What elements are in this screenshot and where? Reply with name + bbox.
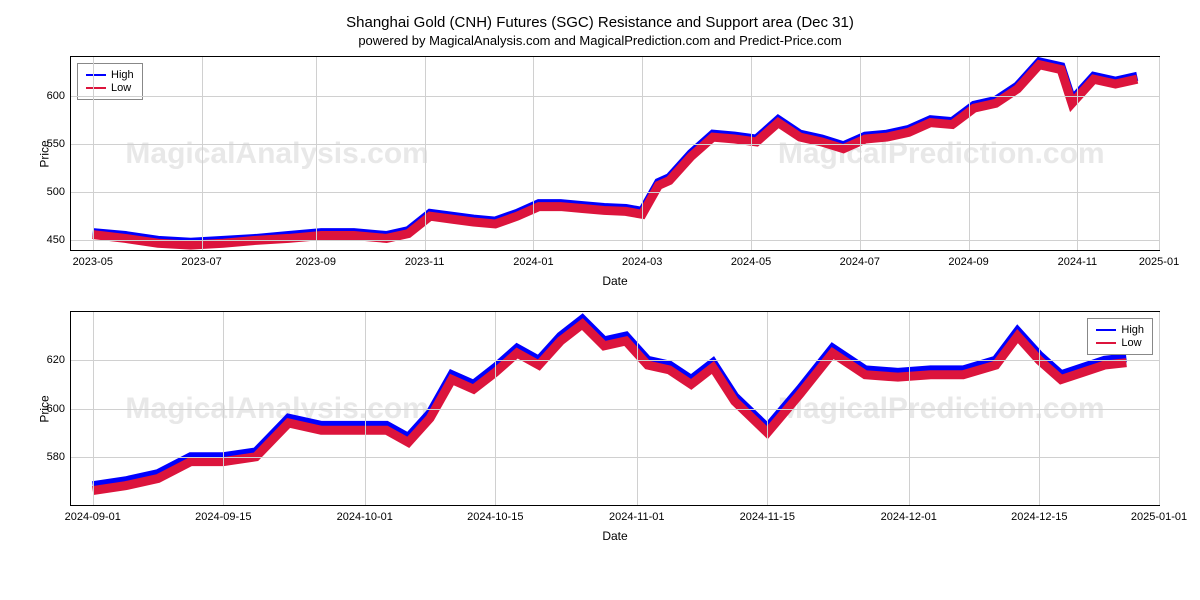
gridline-v: [1077, 57, 1078, 250]
y-tick-label: 550: [47, 138, 71, 150]
legend-bottom: HighLow: [1087, 318, 1153, 355]
gridline-v: [316, 57, 317, 250]
gridline-h: [71, 409, 1159, 410]
legend-label: High: [111, 69, 134, 81]
legend-item: Low: [1096, 337, 1144, 349]
gridline-h: [71, 360, 1159, 361]
chart-container: Shanghai Gold (CNH) Futures (SGC) Resist…: [0, 0, 1200, 600]
y-tick-label: 600: [47, 90, 71, 102]
legend-top: HighLow: [77, 63, 143, 100]
x-tick-label: 2023-11: [405, 250, 445, 268]
x-axis-label: Date: [602, 274, 627, 288]
gridline-v: [767, 312, 768, 505]
gridline-v: [637, 312, 638, 505]
x-tick-label: 2024-03: [622, 250, 662, 268]
gridline-v: [969, 57, 970, 250]
x-tick-label: 2023-09: [296, 250, 336, 268]
gridline-v: [93, 312, 94, 505]
x-tick-label: 2024-01: [513, 250, 553, 268]
x-axis-label: Date: [602, 529, 627, 543]
x-tick-label: 2024-09-15: [195, 505, 251, 523]
gridline-v: [1039, 312, 1040, 505]
series-line: [93, 324, 1127, 490]
x-tick-label: 2025-01-01: [1131, 505, 1187, 523]
chart-panel-bottom: Price Date MagicalAnalysis.com MagicalPr…: [70, 311, 1160, 506]
y-tick-label: 580: [47, 451, 71, 463]
x-tick-label: 2024-09: [948, 250, 988, 268]
series-line: [93, 65, 1137, 245]
y-tick-label: 500: [47, 186, 71, 198]
gridline-v: [909, 312, 910, 505]
x-tick-label: 2024-11: [1058, 250, 1098, 268]
x-tick-label: 2024-10-15: [467, 505, 523, 523]
x-tick-label: 2024-11-01: [609, 505, 664, 523]
x-tick-label: 2024-07: [840, 250, 880, 268]
gridline-v: [202, 57, 203, 250]
gridline-v: [223, 312, 224, 505]
legend-swatch: [1096, 342, 1116, 344]
chart-svg-top: [71, 57, 1159, 250]
legend-item: High: [1096, 324, 1144, 336]
gridline-v: [425, 57, 426, 250]
gridline-v: [365, 312, 366, 505]
gridline-v: [1159, 312, 1160, 505]
gridline-v: [495, 312, 496, 505]
gridline-v: [1159, 57, 1160, 250]
x-tick-label: 2024-12-01: [881, 505, 937, 523]
chart-title: Shanghai Gold (CNH) Futures (SGC) Resist…: [20, 14, 1180, 31]
y-tick-label: 600: [47, 403, 71, 415]
gridline-h: [71, 457, 1159, 458]
legend-label: Low: [111, 82, 131, 94]
x-tick-label: 2024-10-01: [337, 505, 393, 523]
gridline-h: [71, 96, 1159, 97]
x-tick-label: 2024-09-01: [65, 505, 121, 523]
gridline-v: [93, 57, 94, 250]
gridline-v: [642, 57, 643, 250]
gridline-v: [751, 57, 752, 250]
x-tick-label: 2023-05: [73, 250, 113, 268]
gridline-h: [71, 240, 1159, 241]
legend-swatch: [1096, 329, 1116, 331]
legend-swatch: [86, 87, 106, 89]
x-tick-label: 2024-11-15: [740, 505, 795, 523]
x-tick-label: 2024-12-15: [1011, 505, 1067, 523]
y-tick-label: 620: [47, 354, 71, 366]
chart-subtitle: powered by MagicalAnalysis.com and Magic…: [20, 33, 1180, 48]
gridline-v: [533, 57, 534, 250]
y-tick-label: 450: [47, 234, 71, 246]
legend-swatch: [86, 74, 106, 76]
chart-panel-top: Price Date MagicalAnalysis.com MagicalPr…: [70, 56, 1160, 251]
gridline-h: [71, 192, 1159, 193]
x-tick-label: 2023-07: [181, 250, 221, 268]
legend-label: High: [1121, 324, 1144, 336]
gridline-v: [860, 57, 861, 250]
legend-label: Low: [1121, 337, 1141, 349]
x-tick-label: 2024-05: [731, 250, 771, 268]
gridline-h: [71, 144, 1159, 145]
x-tick-label: 2025-01: [1139, 250, 1179, 268]
